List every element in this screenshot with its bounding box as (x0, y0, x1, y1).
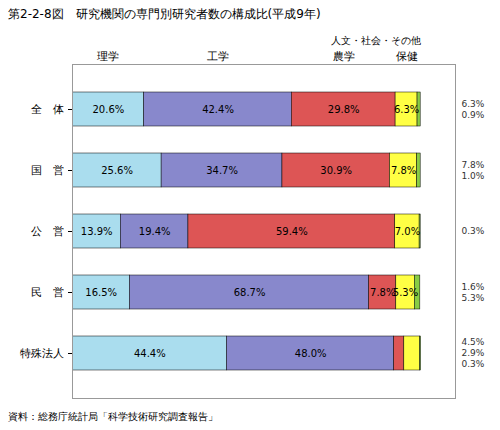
svg-text:0.9%: 0.9% (462, 110, 485, 120)
svg-text:13.9%: 13.9% (81, 226, 113, 237)
svg-text:42.4%: 42.4% (202, 104, 234, 115)
svg-text:19.4%: 19.4% (139, 226, 171, 237)
svg-text:人文・社会・その他: 人文・社会・その他 (331, 35, 421, 46)
svg-text:1.6%: 1.6% (462, 282, 485, 292)
svg-text:4.5%: 4.5% (462, 337, 485, 347)
svg-text:国 営: 国 営 (31, 164, 64, 177)
svg-text:5.3%: 5.3% (393, 287, 418, 298)
svg-text:農学: 農学 (333, 50, 355, 63)
svg-text:6.3%: 6.3% (394, 104, 419, 115)
svg-text:7.8%: 7.8% (462, 160, 485, 170)
html-text:資料：総務庁統計局「科学技術研究調査報告」: 資料：総務庁統計局「科学技術研究調査報告」 (8, 411, 218, 422)
svg-text:6.3%: 6.3% (462, 99, 485, 109)
svg-text:20.6%: 20.6% (92, 104, 124, 115)
svg-text:7.8%: 7.8% (391, 165, 416, 176)
svg-text:59.4%: 59.4% (276, 226, 308, 237)
svg-text:48.0%: 48.0% (295, 348, 327, 359)
svg-text:公 営: 公 営 (31, 225, 64, 238)
svg-text:0.3%: 0.3% (462, 226, 485, 236)
svg-text:5.3%: 5.3% (462, 293, 485, 303)
svg-text:7.0%: 7.0% (395, 226, 420, 237)
svg-text:30.9%: 30.9% (320, 165, 352, 176)
html-text:第2-2-8図 研究機関の専門別研究者数の構成比(平成9年): 第2-2-8図 研究機関の専門別研究者数の構成比(平成9年) (8, 7, 321, 21)
svg-text:全 体: 全 体 (31, 103, 64, 116)
svg-text:34.7%: 34.7% (206, 165, 238, 176)
svg-text:25.6%: 25.6% (101, 165, 133, 176)
svg-text:7.8%: 7.8% (370, 287, 395, 298)
svg-text:特殊法人: 特殊法人 (20, 347, 64, 360)
svg-text:民 営: 民 営 (31, 286, 64, 299)
svg-text:29.8%: 29.8% (328, 104, 360, 115)
svg-text:44.4%: 44.4% (134, 348, 166, 359)
svg-text:2.9%: 2.9% (462, 348, 485, 358)
svg-text:工学: 工学 (207, 50, 229, 63)
svg-text:保健: 保健 (396, 50, 418, 63)
svg-text:68.7%: 68.7% (234, 287, 266, 298)
svg-text:1.0%: 1.0% (462, 171, 485, 181)
svg-text:0.3%: 0.3% (462, 359, 485, 369)
svg-text:理学: 理学 (97, 50, 119, 63)
svg-text:16.5%: 16.5% (85, 287, 117, 298)
